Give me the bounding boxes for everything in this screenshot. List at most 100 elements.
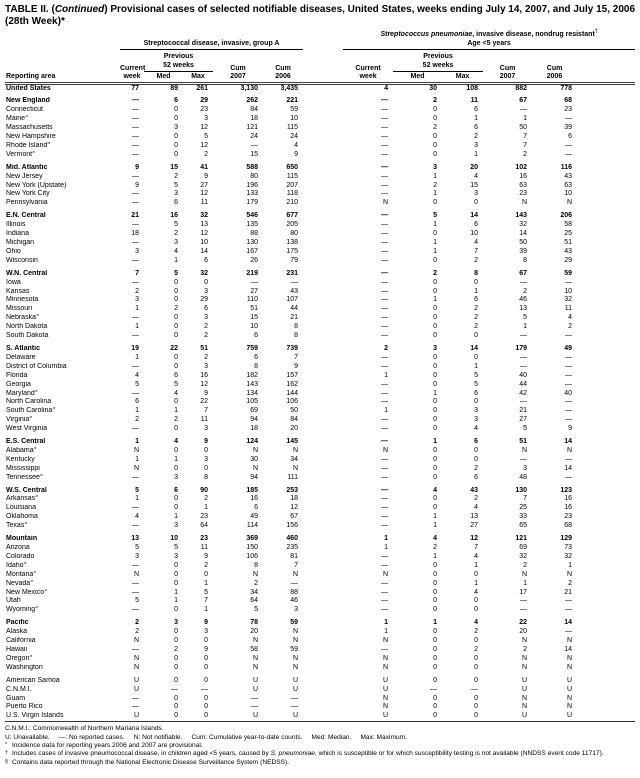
value-cell: 10 [290,115,299,123]
value-cell: — [520,398,528,406]
value-cell: N [566,570,573,578]
footnotes: C.N.M.I.: Commonwealth of Northern Maria… [5,725,637,767]
value-cell: 0 [174,278,178,286]
value-cell: — [381,172,389,180]
value-cell: 0 [204,570,208,578]
value-cell: 2 [433,124,438,132]
reporting-area-label: District of Columbia [6,362,67,370]
value-cell: 0 [174,654,178,662]
value-cell: 124 [246,438,258,446]
value-cell: 650 [286,163,299,171]
value-cell: 0 [174,115,178,123]
value-cell: 0 [433,115,438,123]
reporting-area-label: New Hampshire [6,133,56,141]
value-cell: 221 [286,97,299,105]
reporting-area-label: Florida [6,371,28,379]
value-cell: — [132,314,139,322]
value-cell: 2 [474,314,479,322]
value-cell: 4 [433,535,438,543]
reporting-area-label: Idaho [6,561,24,569]
legend-unavailable: U: Unavailable. [5,733,50,741]
value-cell: 7 [204,597,208,605]
reporting-area-cell: United States [5,83,120,93]
column-gap-cell [303,407,343,416]
value-cell: 7 [294,353,299,361]
trailing-cell [577,589,635,598]
reporting-area-label: Maine [6,115,26,123]
trailing-cell [577,390,635,399]
value-cell: — [430,685,438,693]
value-cell: 5 [135,544,139,551]
column-gap-cell [303,363,343,372]
footnote-marker: § [52,407,56,411]
value-cell: 22 [519,619,528,627]
value-cell: — [381,124,389,132]
value-cell: 179 [515,344,528,352]
value-cell: — [565,597,573,605]
value-cell: 7 [523,141,528,149]
value-cell: 13 [131,535,139,543]
value-cell: 0 [174,637,178,645]
trailing-cell [577,354,635,363]
reporting-area-cell: Wisconsin [5,257,120,266]
footnote-marker: § [32,150,35,155]
value-cell: 0 [433,407,438,415]
value-cell: 2 [474,305,479,313]
column-gap-cell [303,115,343,124]
value-cell: 0 [204,464,208,472]
value-cell: 0 [433,133,438,141]
value-cell: 0 [474,353,479,361]
table-row: Mississippi N 0 0 N N — 0 2 3 14 [5,465,635,474]
value-cell: 0 [433,654,438,662]
value-cell: 1 [568,561,573,569]
value-cell: 4 [474,172,479,180]
value-cell: 0 [204,637,208,645]
table-row: C.N.M.I. U — — U U U — — U U [5,686,635,695]
trailing-cell [577,513,635,522]
value-cell: N [566,663,573,671]
reporting-area-label: Mountain [6,535,38,543]
value-cell: 4 [174,438,178,446]
value-cell: — [381,645,389,653]
trailing-cell [577,425,635,434]
value-cell: 14 [564,464,573,472]
value-cell: 29 [564,256,573,264]
value-cell: 10 [470,230,479,238]
value-cell: 0 [204,446,208,454]
value-cell: 88 [290,588,299,596]
table-row: Iowa — 0 0 — — — 0 0 — — [5,279,635,288]
table-row: New Hampshire — 0 5 24 24 — 0 2 7 6 [5,133,635,142]
value-cell: 369 [246,535,258,543]
reporting-area-label: New Jersey [6,172,43,180]
table-row: West Virginia — 0 3 18 20 — 0 4 5 9 [5,425,635,434]
footnote-marker: § [25,115,28,119]
value-cell: 1 [135,407,139,415]
value-cell: 41 [200,163,208,171]
table-row: Alaska 2 0 3 20 N 1 0 2 20— [5,628,635,637]
table-row: Rhode Island§ — 0 12 — 4 — 0 3 7 — [5,142,635,151]
value-cell: N [252,464,258,472]
trailing-cell [577,190,635,199]
value-cell: 0 [204,676,208,684]
group-a-title: Streptococcal disease, invasive, group A [143,39,280,47]
value-cell: 89 [170,84,178,92]
value-cell: 3 [433,163,438,171]
col-previous-52-weeks-b: Previous 52 weeks [393,49,484,72]
value-cell: N [521,446,528,454]
table-row: Idaho§ — 0 2 8 7 — 0 1 2 1 [5,562,635,571]
footnote-marker: § [34,389,38,394]
col-current-week-b: Current week [343,49,394,85]
value-cell: 0 [433,371,438,379]
reporting-area-label: Utah [6,597,21,605]
value-cell: 6 [174,97,178,105]
footnote-dagger: † Includes cases of invasive pneumococcal… [5,750,604,758]
value-cell: 0 [174,133,178,141]
value-cell: 32 [564,552,573,560]
trailing-cell [577,398,635,407]
value-cell: 5 [204,588,208,596]
column-gap-cell [303,553,343,562]
value-cell: — [565,398,573,406]
column-gap-cell [303,535,343,544]
value-cell: 43 [564,172,573,180]
trailing-cell [577,712,635,721]
